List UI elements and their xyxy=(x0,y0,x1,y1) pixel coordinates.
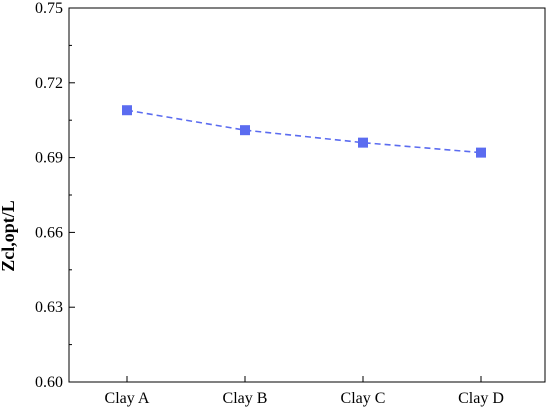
x-tick-label: Clay B xyxy=(223,390,268,407)
x-axis-ticks: Clay A Clay B Clay C Clay D xyxy=(105,376,504,407)
x-tick-label: Clay C xyxy=(341,390,386,407)
plot-border xyxy=(68,7,546,383)
series-line xyxy=(126,109,482,154)
data-point xyxy=(240,125,250,136)
y-tick-label: 0.75 xyxy=(35,0,63,17)
y-tick-label: 0.72 xyxy=(35,75,63,92)
series-layer xyxy=(122,105,486,158)
y-tick-label: 0.63 xyxy=(35,299,63,316)
y-tick-label: 0.69 xyxy=(35,150,63,167)
y-tick-label: 0.66 xyxy=(35,224,63,241)
data-point xyxy=(358,137,368,148)
data-point xyxy=(476,147,486,158)
y-tick-label: 0.60 xyxy=(35,374,63,391)
x-tick-label: Clay D xyxy=(458,390,504,407)
data-point xyxy=(122,105,132,116)
plot-frame xyxy=(68,7,546,383)
y-axis-ticks: 0.60 0.63 0.66 0.69 0.72 0.75 xyxy=(35,0,75,391)
y-axis-title: Zcl,opt/L xyxy=(0,200,18,272)
x-tick-label: Clay A xyxy=(105,390,150,407)
